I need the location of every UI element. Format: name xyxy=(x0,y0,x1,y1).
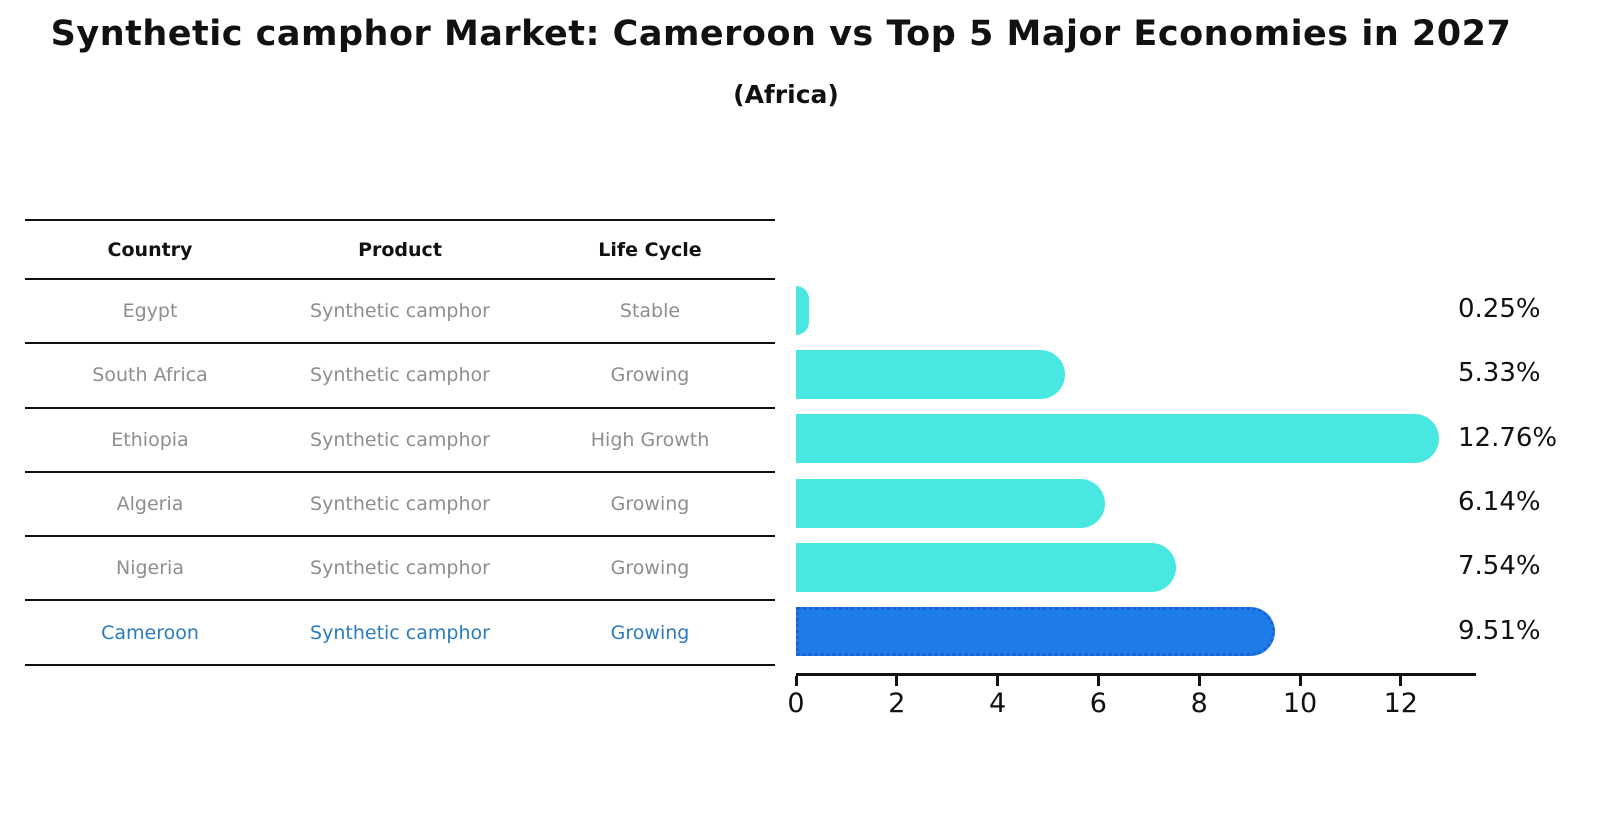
cell-country: Ethiopia xyxy=(111,428,189,451)
cell-country: Algeria xyxy=(116,493,184,516)
x-axis-tick-label: 0 xyxy=(787,688,805,719)
x-axis-tick xyxy=(1197,676,1201,686)
table-row-south-africa: South Africa Synthetic camphor Growing xyxy=(25,344,775,409)
x-axis-tick xyxy=(1096,676,1100,686)
cell-product: Synthetic camphor xyxy=(310,621,490,644)
bar-egypt xyxy=(796,285,809,335)
chart-subtitle: (Africa) xyxy=(733,80,839,109)
x-axis-tick-label: 8 xyxy=(1190,688,1208,719)
x-axis-tick xyxy=(1399,676,1403,686)
x-axis-tick-label: 2 xyxy=(888,688,906,719)
bar-ethiopia xyxy=(796,414,1440,464)
cell-product: Synthetic camphor xyxy=(310,557,490,580)
cell-product: Synthetic camphor xyxy=(310,493,490,516)
value-label-algeria: 6.14% xyxy=(1458,487,1541,518)
cell-product: Synthetic camphor xyxy=(310,300,490,323)
cell-life-cycle: Stable xyxy=(619,300,681,323)
x-axis-tick-label: 6 xyxy=(1089,688,1107,719)
bar-south-africa xyxy=(796,349,1065,399)
table-row-egypt: Egypt Synthetic camphor Stable xyxy=(25,280,775,345)
x-axis-tick xyxy=(996,676,1000,686)
chart-title: Synthetic camphor Market: Cameroon vs To… xyxy=(50,14,1512,54)
value-label-egypt: 0.25% xyxy=(1458,294,1541,325)
x-axis-tick xyxy=(1298,676,1302,686)
country-table: Country Product Life Cycle Egypt Syntheti… xyxy=(25,219,775,666)
x-axis-tick-label: 12 xyxy=(1383,688,1418,719)
value-label-cameroon: 9.51% xyxy=(1458,615,1541,646)
cell-country: Cameroon xyxy=(101,621,199,644)
table-body: Egypt Synthetic camphor Stable South Africa… xyxy=(25,280,775,666)
cell-life-cycle: Growing xyxy=(610,493,690,516)
value-label-south-africa: 5.33% xyxy=(1458,358,1541,389)
cell-country: Egypt xyxy=(122,300,178,323)
cell-life-cycle: Growing xyxy=(610,557,690,580)
table-row-ethiopia: Ethiopia Synthetic camphor High Growth xyxy=(25,409,775,473)
value-label-nigeria: 7.54% xyxy=(1458,551,1541,582)
x-axis-tick-label: 4 xyxy=(989,688,1007,719)
table-header-row: Country Product Life Cycle xyxy=(25,221,775,280)
cell-country: Nigeria xyxy=(116,557,184,580)
x-axis-tick xyxy=(794,676,798,686)
cell-country: South Africa xyxy=(92,364,208,387)
cell-life-cycle: Growing xyxy=(610,364,690,387)
table-header-country: Country xyxy=(107,238,193,261)
value-label-ethiopia: 12.76% xyxy=(1458,422,1558,453)
table-row-nigeria: Nigeria Synthetic camphor Growing xyxy=(25,537,775,602)
x-axis-tick-label: 10 xyxy=(1282,688,1318,719)
table-header-product: Product xyxy=(358,238,442,261)
bar-cameroon xyxy=(796,607,1276,657)
table-row-algeria: Algeria Synthetic camphor Growing xyxy=(25,473,775,538)
x-axis-line xyxy=(796,673,1476,676)
cell-life-cycle: Growing xyxy=(610,621,690,644)
bar-nigeria xyxy=(796,542,1177,592)
cell-product: Synthetic camphor xyxy=(310,364,490,387)
bar-algeria xyxy=(796,478,1106,528)
x-axis-tick xyxy=(895,676,899,686)
cell-product: Synthetic camphor xyxy=(310,428,490,451)
table-header-lifecycle: Life Cycle xyxy=(598,238,702,261)
table-row-cameroon: Cameroon Synthetic camphor Growing xyxy=(25,601,775,666)
cell-life-cycle: High Growth xyxy=(590,428,710,451)
